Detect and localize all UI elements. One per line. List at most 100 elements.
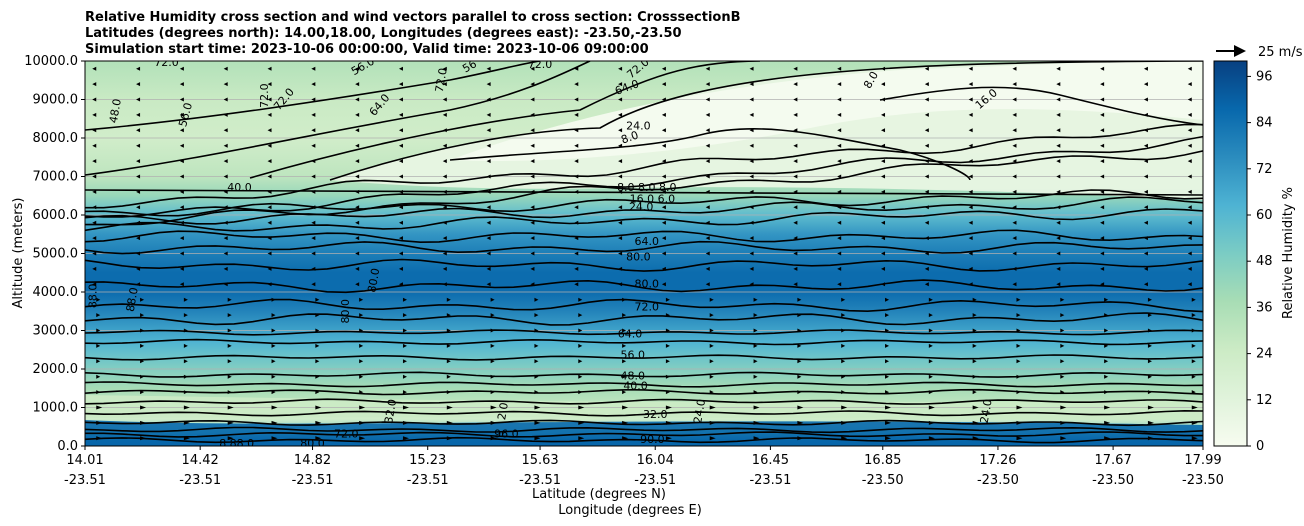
- wind-vector: [1187, 236, 1192, 241]
- wind-vector: [1187, 66, 1192, 71]
- wind-vector: [183, 436, 190, 441]
- wind-vector: [665, 420, 672, 425]
- y-tick-label: 7000.0: [33, 170, 79, 185]
- colorbar: 0 12 24 36 48 60 72 84 96: [1213, 60, 1273, 454]
- wind-vector: [1012, 97, 1017, 102]
- wind-vector: [972, 313, 977, 318]
- wind-vector: [355, 128, 360, 133]
- wind-vector: [1147, 343, 1152, 348]
- wind-vector: [837, 66, 842, 71]
- wind-vector: [183, 313, 188, 318]
- lon-tick-label: -23.51: [179, 473, 221, 488]
- lon-tick-label: -23.51: [519, 473, 561, 488]
- wind-vector: [311, 251, 316, 256]
- wind-vector: [881, 128, 886, 133]
- wind-vector: [1056, 236, 1061, 241]
- contour-line: [85, 61, 541, 131]
- wind-vector: [665, 390, 670, 395]
- wind-vector: [92, 282, 97, 287]
- wind-vector: [136, 97, 141, 102]
- wind-vector: [1100, 282, 1105, 287]
- wind-vector: [841, 420, 848, 425]
- wind-vector: [486, 266, 491, 271]
- wind-vector: [355, 97, 360, 102]
- wind-vector: [442, 66, 447, 71]
- wind-vector: [136, 205, 141, 210]
- wind-vector: [1060, 313, 1065, 318]
- wind-vector: [183, 328, 188, 333]
- wind-vector: [618, 159, 623, 164]
- wind-vector: [136, 82, 141, 87]
- wind-vector: [881, 159, 886, 164]
- wind-vector: [1147, 313, 1152, 318]
- wind-vector: [665, 405, 672, 410]
- lat-tick-label: 16.04: [637, 453, 674, 468]
- wind-vector: [96, 359, 101, 364]
- wind-vector: [837, 97, 842, 102]
- wind-vector: [793, 236, 798, 241]
- contour-label: 48.0: [621, 370, 646, 383]
- wind-vector: [709, 359, 714, 364]
- wind-vector: [355, 220, 360, 225]
- wind-vector: [1060, 405, 1067, 410]
- wind-vector: [271, 405, 278, 410]
- wind-vector: [1060, 297, 1065, 302]
- colorbar-tick-label: 12: [1256, 393, 1273, 408]
- wind-vector: [398, 266, 403, 271]
- wind-vector: [928, 374, 933, 379]
- wind-vector: [1100, 97, 1105, 102]
- wind-vector: [661, 236, 666, 241]
- lat-tick-label: 15.63: [521, 453, 558, 468]
- contour-label: 40.0: [227, 181, 252, 194]
- lat-tick-label: 17.99: [1184, 453, 1221, 468]
- wind-vector: [841, 343, 846, 348]
- wind-vector: [841, 313, 846, 318]
- wind-vector: [267, 189, 272, 194]
- wind-vector: [1191, 420, 1198, 425]
- wind-vector: [968, 236, 973, 241]
- wind-vector: [793, 266, 798, 271]
- wind-vector: [749, 236, 754, 241]
- wind-vector: [797, 359, 802, 364]
- wind-vector: [1191, 374, 1196, 379]
- wind-vector: [1147, 405, 1154, 410]
- wind-vector: [753, 420, 760, 425]
- wind-vector: [928, 390, 933, 395]
- wind-vector: [530, 220, 535, 225]
- wind-vector: [315, 390, 320, 395]
- wind-vector: [1012, 205, 1017, 210]
- wind-vector: [179, 174, 184, 179]
- wind-vector: [705, 189, 710, 194]
- wind-vector: [1143, 66, 1148, 71]
- contour-label: 8.0: [619, 128, 640, 146]
- wind-vector: [1143, 128, 1148, 133]
- wind-vector: [486, 112, 491, 117]
- wind-vector: [486, 251, 491, 256]
- wind-vector: [622, 374, 627, 379]
- wind-vector: [797, 343, 802, 348]
- colorbar-tick-label: 36: [1256, 300, 1273, 315]
- wind-vector: [793, 128, 798, 133]
- wind-vector: [355, 174, 360, 179]
- wind-vector: [446, 297, 451, 302]
- wind-vector: [534, 420, 541, 425]
- wind-vector: [709, 436, 716, 441]
- wind-vector: [749, 220, 754, 225]
- wind-vector: [92, 97, 97, 102]
- wind-vector: [885, 328, 890, 333]
- wind-vector: [140, 436, 147, 441]
- contour-label: 80.0: [339, 299, 352, 324]
- wind-vector: [1147, 328, 1152, 333]
- wind-vector: [793, 205, 798, 210]
- wind-vector: [578, 374, 583, 379]
- wind-vector: [797, 374, 802, 379]
- wind-vector: [179, 282, 184, 287]
- wind-vector: [446, 420, 453, 425]
- wind-vector: [968, 128, 973, 133]
- wind-vector: [140, 374, 145, 379]
- contour-label: 48.0: [107, 98, 124, 124]
- wind-vector: [1143, 82, 1148, 87]
- wind-vector: [841, 405, 848, 410]
- contour-line: [85, 298, 1203, 313]
- wind-vector: [705, 128, 710, 133]
